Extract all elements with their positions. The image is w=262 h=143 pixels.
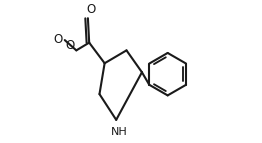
- Text: NH: NH: [111, 127, 128, 137]
- Text: O: O: [86, 3, 96, 16]
- Text: O: O: [53, 33, 63, 46]
- Text: O: O: [66, 39, 75, 52]
